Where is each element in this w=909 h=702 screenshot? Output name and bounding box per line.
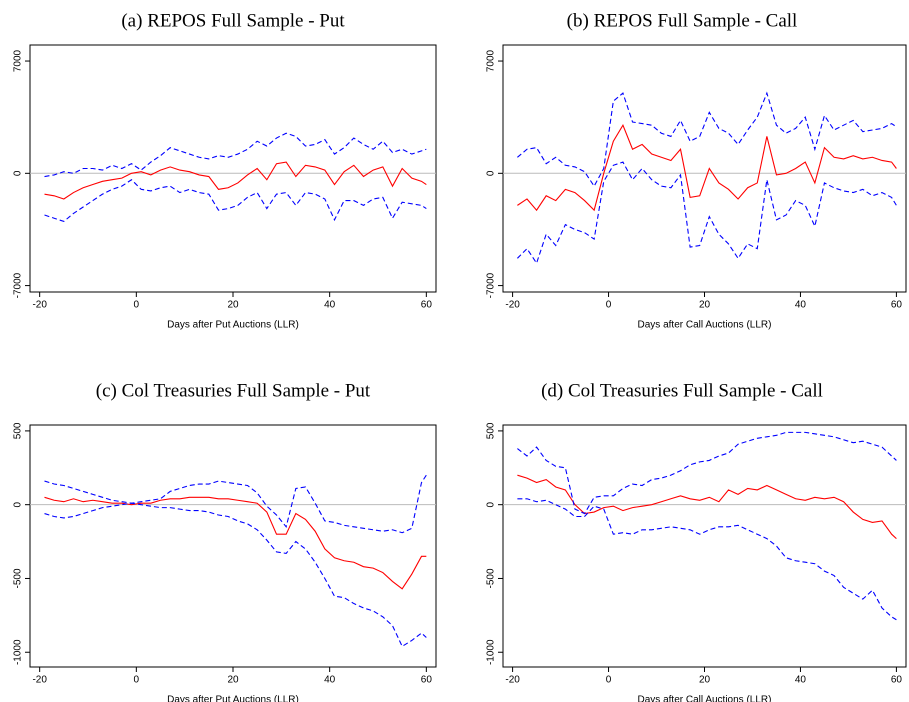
x-tick-label: 60: [891, 675, 903, 686]
chart-title: (a) REPOS Full Sample - Put: [121, 10, 345, 31]
x-axis-label: Days after Put Auctions (LLR): [167, 320, 299, 331]
series-line: [44, 179, 427, 223]
y-tick-label: 0: [13, 170, 24, 176]
x-tick-label: 60: [421, 300, 433, 311]
x-tick-label: 60: [891, 300, 903, 311]
x-tick-label: 0: [606, 675, 612, 686]
plot-frame: [29, 424, 437, 668]
chart-title: (c) Col Treasuries Full Sample - Put: [96, 380, 371, 401]
series-line: [44, 496, 427, 590]
chart-title: (b) REPOS Full Sample - Call: [567, 10, 798, 31]
series-line: [44, 161, 427, 200]
series-line: [44, 474, 427, 534]
x-tick-label: 60: [421, 675, 433, 686]
y-tick-label: 0: [486, 170, 497, 176]
plot-frame: [502, 44, 907, 293]
y-tick-label: -1000: [486, 639, 497, 665]
series-line: [517, 91, 897, 188]
plot-frame: [502, 424, 907, 668]
y-tick-label: 0: [13, 501, 24, 507]
y-tick-label: -500: [486, 568, 497, 588]
x-tick-label: 20: [227, 675, 239, 686]
series-line: [517, 123, 897, 212]
y-tick-label: 7000: [486, 49, 497, 72]
chart-title: (d) Col Treasuries Full Sample - Call: [541, 380, 823, 401]
series-line: [517, 431, 897, 515]
x-axis-label: Days after Call Auctions (LLR): [638, 320, 772, 331]
y-tick-label: -7000: [13, 272, 24, 298]
y-tick-label: -500: [13, 568, 24, 588]
x-tick-label: 0: [134, 675, 140, 686]
x-tick-label: 40: [324, 300, 336, 311]
series-line: [44, 132, 427, 178]
x-axis-label: Days after Call Auctions (LLR): [638, 695, 772, 702]
x-tick-label: -20: [505, 675, 520, 686]
y-tick-label: 0: [486, 501, 497, 507]
series-line: [44, 502, 427, 648]
x-tick-label: -20: [32, 300, 47, 311]
series-line: [517, 161, 897, 265]
y-tick-label: -7000: [486, 272, 497, 298]
x-tick-label: -20: [32, 675, 47, 686]
x-tick-label: 20: [699, 675, 711, 686]
x-tick-label: 40: [795, 300, 807, 311]
y-tick-label: -1000: [13, 639, 24, 665]
y-tick-label: 500: [486, 422, 497, 439]
y-tick-label: 7000: [13, 49, 24, 72]
x-tick-label: 0: [134, 300, 140, 311]
series-line: [517, 498, 897, 621]
x-tick-label: 40: [324, 675, 336, 686]
x-tick-label: 20: [227, 300, 239, 311]
x-tick-label: 20: [699, 300, 711, 311]
x-tick-label: 40: [795, 675, 807, 686]
x-tick-label: -20: [505, 300, 520, 311]
x-tick-label: 0: [606, 300, 612, 311]
series-line: [517, 474, 897, 540]
y-tick-label: 500: [13, 422, 24, 439]
x-axis-label: Days after Put Auctions (LLR): [167, 695, 299, 702]
